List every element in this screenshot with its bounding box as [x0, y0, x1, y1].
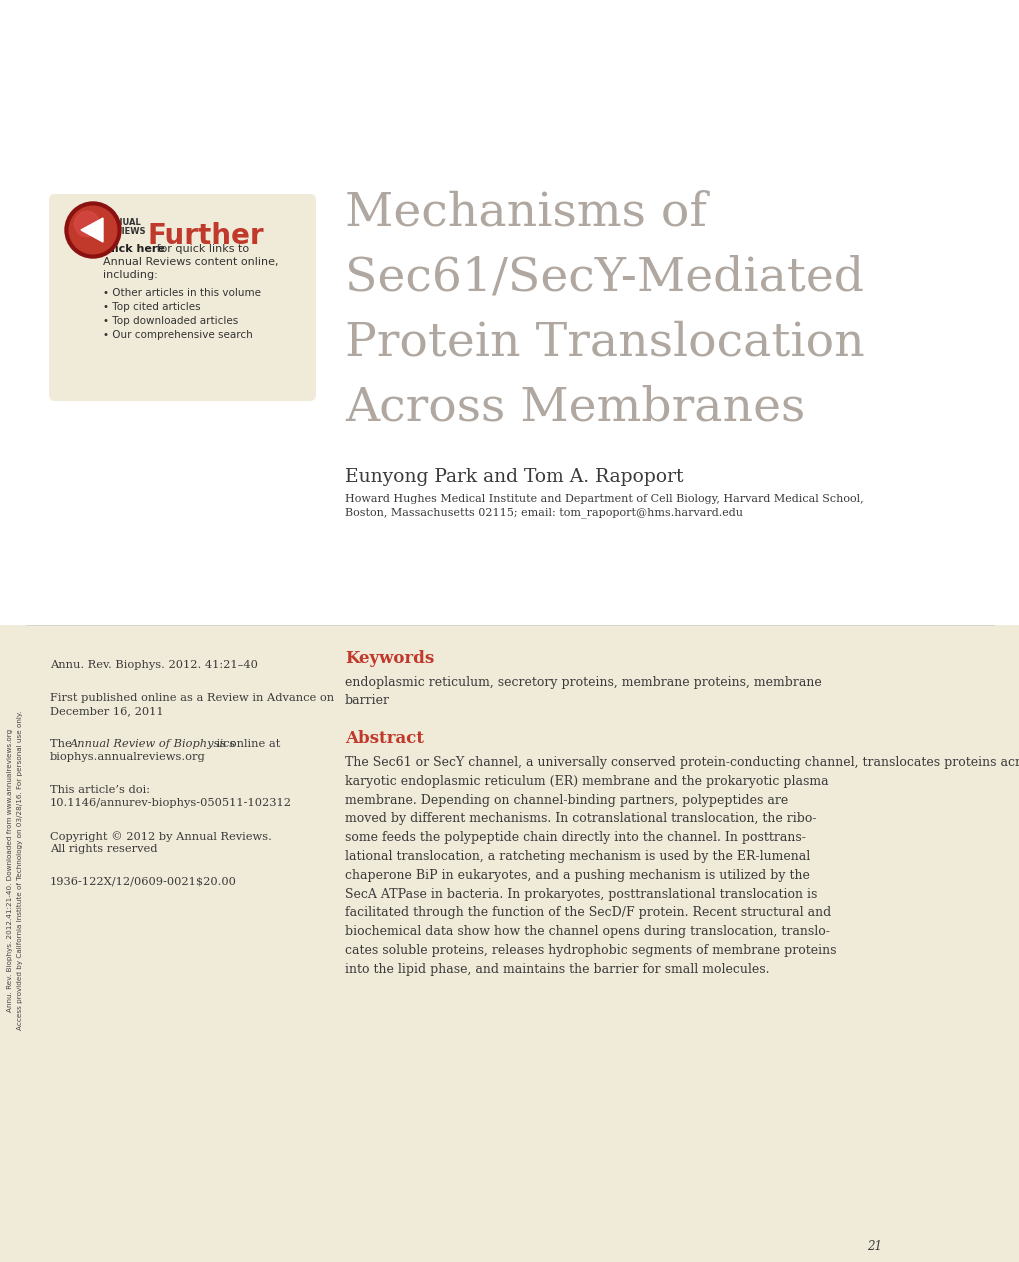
Text: biophys.annualreviews.org: biophys.annualreviews.org: [50, 752, 206, 762]
Text: Click here: Click here: [103, 244, 165, 254]
Text: December 16, 2011: December 16, 2011: [50, 705, 163, 716]
Text: Annu. Rev. Biophys. 2012. 41:21–40: Annu. Rev. Biophys. 2012. 41:21–40: [50, 660, 258, 670]
Text: ANNUAL: ANNUAL: [103, 218, 142, 227]
Text: Sec61/SecY-Mediated: Sec61/SecY-Mediated: [344, 255, 863, 300]
Text: for quick links to: for quick links to: [153, 244, 249, 254]
Text: All rights reserved: All rights reserved: [50, 844, 157, 854]
Text: Boston, Massachusetts 02115; email: tom_rapoport@hms.harvard.edu: Boston, Massachusetts 02115; email: tom_…: [344, 507, 742, 517]
Text: 10.1146/annurev-biophys-050511-102312: 10.1146/annurev-biophys-050511-102312: [50, 798, 291, 808]
Text: REVIEWS: REVIEWS: [103, 227, 146, 236]
Text: Mechanisms of: Mechanisms of: [344, 191, 706, 235]
Text: endoplasmic reticulum, secretory proteins, membrane proteins, membrane
barrier: endoplasmic reticulum, secretory protein…: [344, 676, 821, 707]
Text: First published online as a Review in Advance on: First published online as a Review in Ad…: [50, 693, 334, 703]
Text: Abstract: Abstract: [344, 729, 424, 747]
Text: • Top cited articles: • Top cited articles: [103, 302, 201, 312]
Text: Keywords: Keywords: [344, 650, 434, 668]
Polygon shape: [81, 218, 103, 242]
Text: 1936-122X/12/0609-0021$20.00: 1936-122X/12/0609-0021$20.00: [50, 877, 236, 887]
Text: The Sec61 or SecY channel, a universally conserved protein-conducting channel, t: The Sec61 or SecY channel, a universally…: [344, 756, 1019, 976]
Circle shape: [69, 206, 117, 254]
Text: Access provided by California Institute of Technology on 03/28/16. For personal : Access provided by California Institute …: [17, 711, 23, 1030]
Text: Further: Further: [148, 222, 264, 250]
Text: Eunyong Park and Tom A. Rapoport: Eunyong Park and Tom A. Rapoport: [344, 468, 683, 486]
Text: Howard Hughes Medical Institute and Department of Cell Biology, Harvard Medical : Howard Hughes Medical Institute and Depa…: [344, 493, 863, 504]
Text: The: The: [50, 740, 75, 750]
Text: Copyright © 2012 by Annual Reviews.: Copyright © 2012 by Annual Reviews.: [50, 830, 272, 842]
Circle shape: [74, 212, 100, 236]
FancyBboxPatch shape: [49, 194, 316, 401]
Circle shape: [65, 202, 121, 257]
Text: Across Membranes: Across Membranes: [344, 385, 804, 430]
Text: 21: 21: [866, 1241, 881, 1253]
Text: Protein Translocation: Protein Translocation: [344, 321, 864, 365]
Text: This article’s doi:: This article’s doi:: [50, 785, 150, 795]
Text: • Top downloaded articles: • Top downloaded articles: [103, 316, 238, 326]
Text: is online at: is online at: [213, 740, 280, 750]
Text: including:: including:: [103, 270, 158, 280]
Bar: [0, 625, 1019, 1262]
Text: • Our comprehensive search: • Our comprehensive search: [103, 329, 253, 339]
Text: Annual Reviews content online,: Annual Reviews content online,: [103, 257, 278, 268]
Text: Annu. Rev. Biophys. 2012.41:21-40. Downloaded from www.annualreviews.org: Annu. Rev. Biophys. 2012.41:21-40. Downl…: [7, 728, 13, 1012]
Text: Annual Review of Biophysics: Annual Review of Biophysics: [70, 740, 236, 750]
Text: • Other articles in this volume: • Other articles in this volume: [103, 288, 261, 298]
